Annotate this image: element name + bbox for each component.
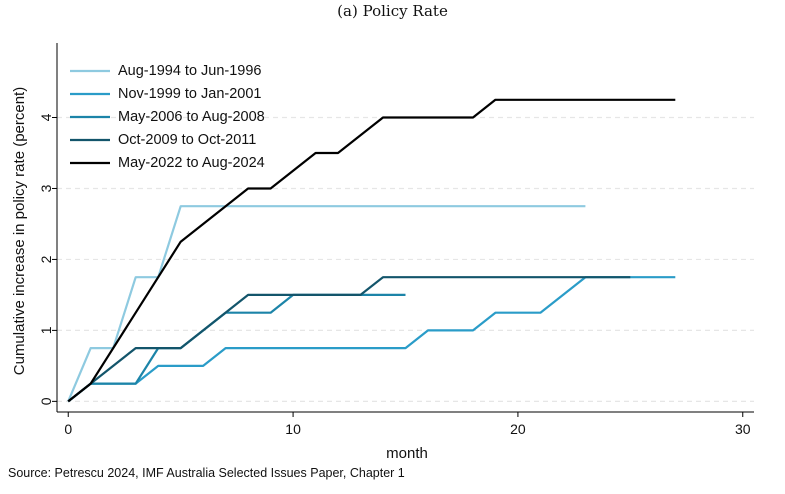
x-tick-label: 20 (510, 421, 526, 437)
legend-label-2: Nov-1999 to Jan-2001 (118, 86, 262, 102)
axes: 0 1 2 3 4 0 10 20 30 (38, 43, 754, 437)
y-tick-label: 0 (38, 397, 54, 405)
x-tick-label: 0 (64, 421, 72, 437)
y-tick-label: 3 (38, 184, 54, 192)
legend-label-1: Aug-1994 to Jun-1996 (118, 63, 262, 79)
chart-title: (a) Policy Rate (337, 2, 448, 20)
y-tick-label: 4 (38, 113, 54, 121)
legend-label-3: May-2006 to Aug-2008 (118, 109, 265, 125)
series-line-1 (67, 205, 586, 402)
x-axis-label: month (386, 445, 428, 462)
series-line-4 (67, 276, 631, 403)
legend: Aug-1994 to Jun-1996 Nov-1999 to Jan-2001… (70, 63, 265, 171)
source-note: Source: Petrescu 2024, IMF Australia Sel… (8, 466, 405, 480)
y-tick-label: 1 (38, 326, 54, 334)
legend-label-5: May-2022 to Aug-2024 (118, 155, 265, 171)
x-tick-label: 30 (735, 421, 751, 437)
y-axis-label: Cumulative increase in policy rate (perc… (11, 87, 28, 375)
gridlines (57, 116, 754, 402)
y-tick-label: 2 (38, 255, 54, 263)
x-tick-label: 10 (285, 421, 301, 437)
legend-label-4: Oct-2009 to Oct-2011 (118, 132, 256, 148)
series-lines (67, 98, 676, 403)
series-line-5 (67, 98, 676, 403)
